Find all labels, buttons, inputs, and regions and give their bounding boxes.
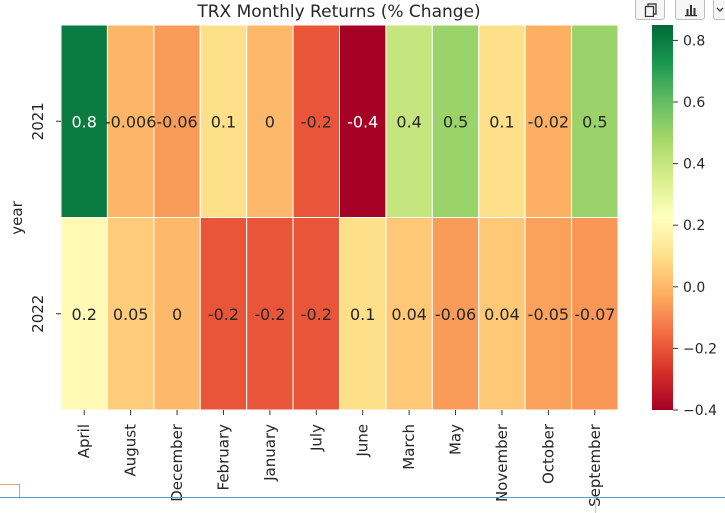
x-tick-label: August [122,424,140,477]
x-tick-label: March [400,424,418,470]
x-tick-label: December [168,423,186,502]
x-tick-label: May [447,424,465,455]
cell-label: -0.02 [528,112,569,131]
heatmap-cell-2022-may [431,217,480,411]
chart-title: TRX Monthly Returns (% Change) [196,2,480,22]
heatmap-cell-2021-november [478,24,526,218]
y-tick-labels: 2021 2022 [29,102,61,333]
y-tick-label: 2022 [29,295,47,333]
heatmap-cell-2021-march [385,24,433,218]
heatmap-cell-2022-july [292,217,341,411]
heatmap-cell-2022-june [339,217,387,411]
copy-icon [644,3,657,17]
heatmap-cell-2022-january [246,217,294,411]
cell-label: 0.4 [396,112,421,131]
heatmap-cell-2022-march [385,217,433,411]
heatmap-cell-2021-april [60,24,108,218]
y-tick-label: 2021 [29,102,47,140]
cell-label: 0.8 [71,112,96,131]
cell-label: 0.5 [582,112,607,131]
heatmap-cell-2021-august [106,24,155,218]
cell-label: 0.1 [350,305,375,324]
x-tick-label: September [586,423,604,507]
panel-tab[interactable] [0,484,20,497]
cell-label: 0.04 [391,305,427,324]
cell-label: -0.06 [435,305,476,324]
cell-label: 0.1 [489,112,514,131]
colorbar-tick-label: 0.0 [683,280,705,296]
heatmap-cell-2022-october [524,217,573,411]
heatmap-cell-2022-september [571,217,619,411]
heatmap-cells [60,24,619,411]
cell-label: 0.05 [113,305,149,324]
cell-labels: 0.8 -0.006 -0.06 0.1 0 -0.2 -0.4 0.4 0.5 0.1 -0.02… [71,112,615,324]
colorbar-tick-label: −0.2 [683,341,717,357]
cell-label: -0.2 [301,112,332,131]
bar-chart-icon [685,5,697,17]
y-axis-label: year [8,200,26,234]
cell-label: -0.2 [254,305,285,324]
x-tick-label: November [493,423,511,502]
panel-divider [0,497,725,498]
more-button[interactable] [713,0,725,20]
heatmap-cell-2021-february [199,24,248,218]
x-tick-label: July [307,424,325,452]
cell-label: -0.06 [156,112,197,131]
x-tick-label: February [214,424,232,491]
heatmap-cell-2021-july [292,24,341,218]
heatmap-cell-2022-november [478,217,526,411]
x-tick-label: April [75,424,93,458]
x-tick-label: October [539,423,557,484]
cell-label: -0.05 [528,305,569,324]
colorbar-gradient [652,25,673,410]
colorbar-tick-label: 0.4 [683,157,705,173]
heatmap-cell-2022-april [60,217,108,411]
heatmap-cell-2022-august [106,217,155,411]
heatmap-cell-2021-january [246,24,294,218]
cell-label: 0.1 [211,112,236,131]
cell-label: 0.5 [443,112,468,131]
colorbar-tick-label: 0.2 [683,218,705,234]
cell-label: 0.2 [71,305,96,324]
heatmap-cell-2022-february [199,217,248,411]
cell-label: -0.006 [105,112,157,131]
cell-label: -0.07 [574,305,615,324]
colorbar-tick-label: 0.8 [683,33,705,49]
x-tick-labels: April August December February January July Ju… [75,410,604,507]
cell-label: 0.04 [484,305,520,324]
cell-label: 0 [265,112,275,131]
chevron-down-icon [716,7,724,12]
x-tick-label: June [354,424,372,458]
x-tick-label: January [261,424,279,482]
colorbar-tick-label: 0.6 [683,95,705,111]
colorbar-tick-label: −0.4 [683,403,717,419]
bar-chart-button[interactable] [675,0,705,20]
heatmap-cell-2021-december [153,24,201,218]
copy-button[interactable] [635,0,665,20]
cell-label: -0.4 [347,112,378,131]
panel-tab-secondary[interactable] [595,498,725,513]
heatmap-cell-2021-september [571,24,619,218]
cell-label: -0.2 [301,305,332,324]
cell-label: 0 [172,305,182,324]
colorbar: 0.8 0.6 0.4 0.2 0.0 −0.2 −0.4 [652,25,717,419]
cell-label: -0.2 [208,305,239,324]
